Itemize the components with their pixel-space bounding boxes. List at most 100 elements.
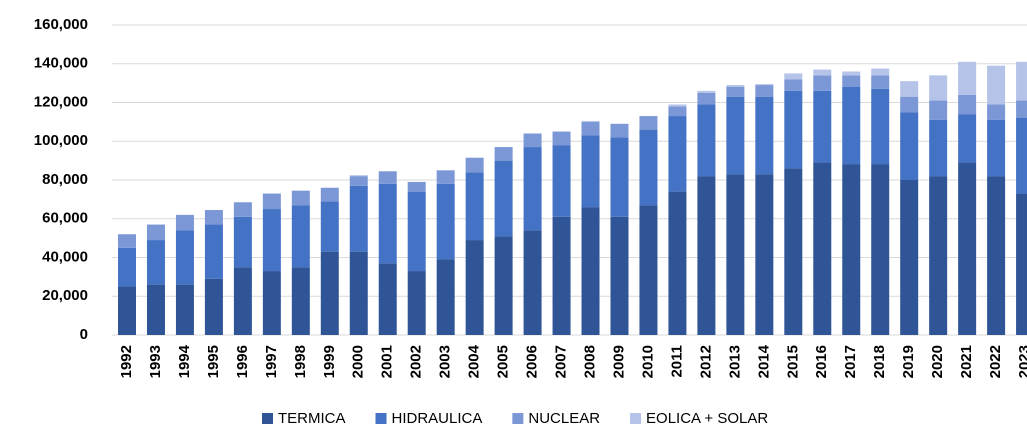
bar-segment (320, 251, 339, 335)
bar-segment (929, 119, 948, 177)
bar-segment (118, 234, 136, 248)
bar-segment (755, 174, 774, 335)
bar-segment (581, 207, 600, 335)
bar-segment (697, 176, 716, 335)
bar-segment (552, 216, 571, 335)
bar-segment (523, 230, 542, 335)
bar-segment (291, 190, 310, 206)
legend-swatch (375, 413, 387, 424)
bar-segment (349, 185, 368, 252)
bar-segment (842, 164, 861, 335)
bar-segment (726, 174, 745, 335)
x-tick-label: 2013 (726, 345, 743, 378)
bar-segment (465, 172, 484, 241)
bar-segment (813, 75, 832, 91)
x-tick-label: 2023 (1016, 345, 1027, 378)
bar-segment (639, 116, 658, 130)
x-tick-label: 2019 (900, 345, 917, 378)
bar-segment (1016, 118, 1027, 194)
bar-segment (146, 224, 165, 241)
bar-segment (900, 112, 919, 180)
bar-segment (871, 88, 890, 165)
bar-segment (233, 202, 252, 217)
bar-segment (784, 90, 803, 169)
bar-segment (958, 162, 977, 335)
bar-segment (842, 71, 861, 76)
y-tick-label: 60,000 (42, 210, 88, 227)
bar-segment (407, 181, 426, 192)
bar-segment (436, 183, 455, 260)
legend-swatch (262, 413, 273, 424)
y-tick-label: 20,000 (42, 287, 88, 304)
bar-segment (407, 191, 426, 272)
x-tick-label: 2003 (437, 345, 454, 378)
legend-swatch (512, 413, 524, 424)
x-tick-label: 1996 (234, 345, 251, 378)
bar-segment (291, 205, 310, 268)
y-tick-label: 40,000 (42, 248, 88, 265)
bar-segment (118, 247, 136, 287)
bar-segment (697, 90, 716, 93)
bar-segment (204, 210, 223, 225)
bar-segment (929, 75, 948, 101)
x-tick-label: 2007 (553, 345, 570, 378)
bar-segment (726, 87, 745, 97)
bar-segment (900, 81, 919, 97)
bar-segment (668, 106, 687, 117)
bar-segment (929, 100, 948, 120)
y-tick-label: 160,000 (34, 16, 88, 33)
bar-segment (407, 271, 426, 335)
bar-segment (755, 84, 774, 86)
legend-label: TERMICA (278, 410, 346, 427)
bar-segment (987, 119, 1006, 177)
x-tick-label: 2008 (581, 345, 598, 378)
bar-segment (639, 205, 658, 335)
bar-segment (233, 216, 252, 268)
x-tick-label: 1993 (147, 345, 164, 378)
bar-segment (958, 114, 977, 163)
bar-segment (900, 96, 919, 113)
bar-segment (871, 164, 890, 335)
bar-segment (320, 201, 339, 252)
bar-segment (233, 267, 252, 335)
bar-segment (436, 259, 455, 335)
bar-segment (784, 168, 803, 335)
bar-segment (842, 75, 861, 87)
bar-segment (581, 120, 600, 122)
bar-segment (204, 224, 223, 279)
x-tick-label: 2012 (697, 345, 714, 378)
bar-segment (1016, 100, 1027, 118)
bar-segment (581, 135, 600, 208)
bar-segment (118, 286, 136, 335)
bar-segment (175, 214, 194, 231)
bar-segment (842, 87, 861, 165)
y-tick-label: 100,000 (34, 132, 88, 149)
x-tick-label: 2017 (842, 345, 859, 378)
x-tick-label: 2001 (379, 345, 396, 378)
bar-segment (610, 137, 629, 217)
bar-segment (1016, 61, 1027, 101)
bar-segment (291, 267, 310, 335)
x-tick-label: 1994 (176, 344, 193, 378)
y-tick-label: 80,000 (42, 171, 88, 188)
bar-segment (204, 278, 223, 335)
bar-segment (668, 191, 687, 335)
x-tick-label: 1995 (205, 345, 222, 378)
bar-segment (929, 176, 948, 335)
bar-segment (726, 85, 745, 87)
x-tick-label: 2014 (755, 344, 772, 378)
bar-segment (436, 170, 455, 184)
x-tick-label: 2009 (610, 345, 627, 378)
bar-segment (1016, 193, 1027, 335)
x-tick-label: 2005 (495, 345, 512, 378)
bar-segment (552, 131, 571, 146)
bar-segment (813, 69, 832, 76)
bar-segment (146, 284, 165, 335)
x-tick-label: 1997 (263, 345, 280, 378)
x-tick-label: 2020 (929, 345, 946, 378)
bar-segment (465, 157, 484, 173)
bar-segment (813, 162, 832, 335)
legend-label: EOLICA + SOLAR (646, 410, 768, 427)
